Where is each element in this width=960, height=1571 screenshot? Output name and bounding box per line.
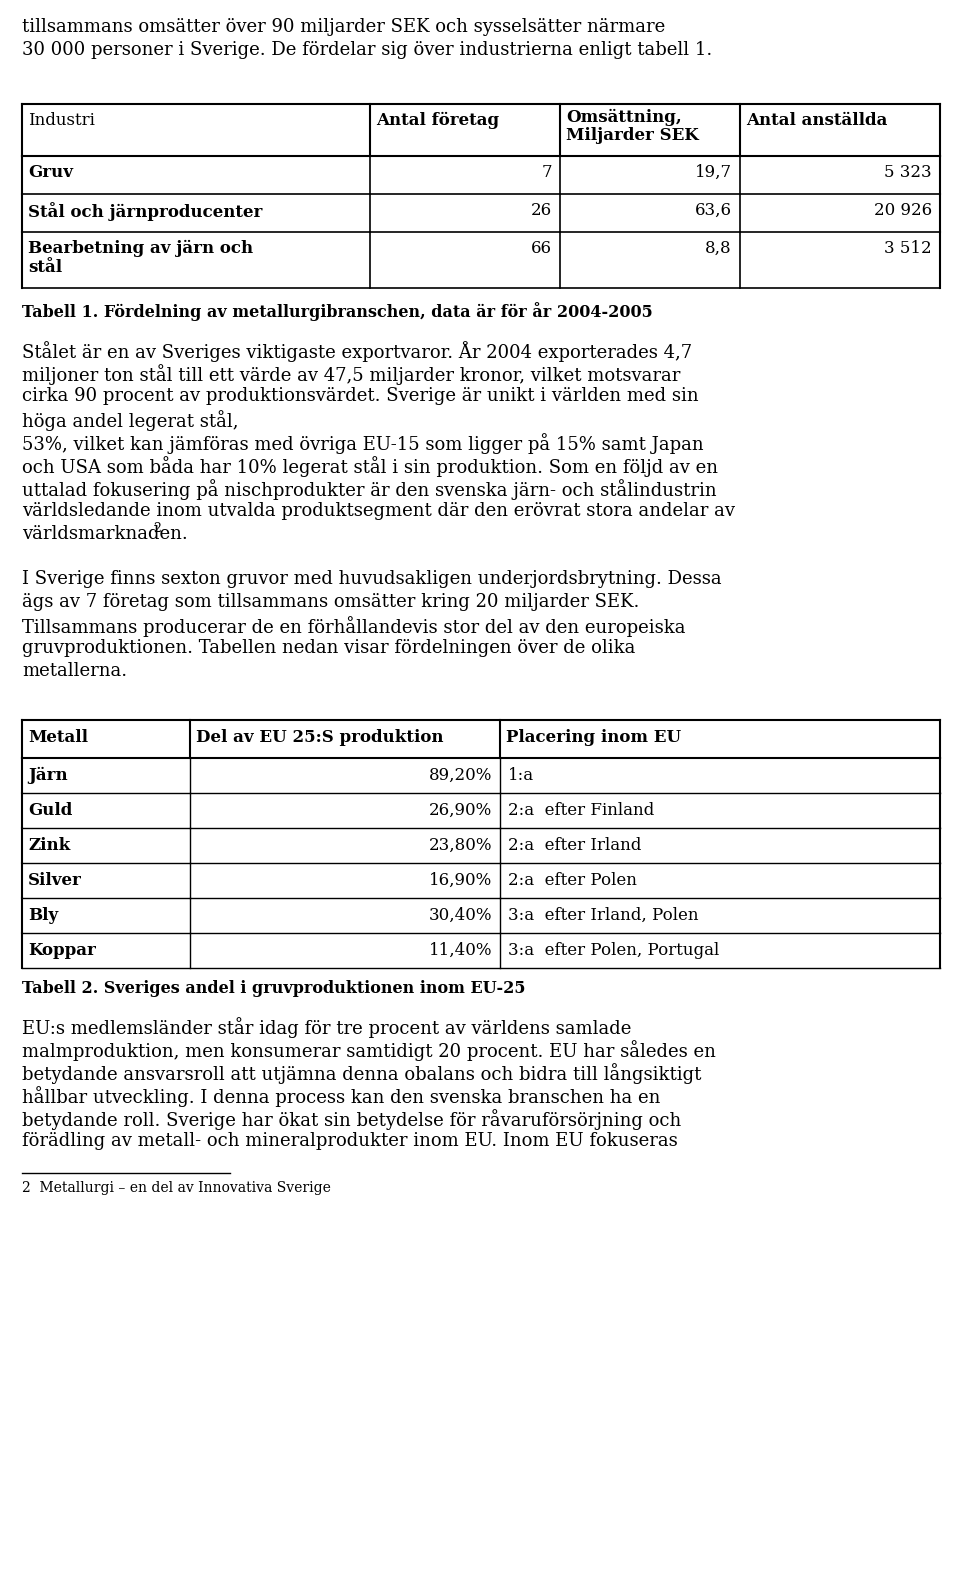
Text: 26,90%: 26,90% — [429, 803, 492, 818]
Text: Bearbetning av järn och: Bearbetning av järn och — [28, 240, 253, 258]
Text: höga andel legerat stål,: höga andel legerat stål, — [22, 410, 238, 430]
Text: Koppar: Koppar — [28, 943, 96, 958]
Text: 3 512: 3 512 — [884, 240, 932, 258]
Text: EU:s medlemsländer står idag för tre procent av världens samlade: EU:s medlemsländer står idag för tre pro… — [22, 1016, 632, 1038]
Text: gruvproduktionen. Tabellen nedan visar fördelningen över de olika: gruvproduktionen. Tabellen nedan visar f… — [22, 639, 636, 657]
Text: 30 000 personer i Sverige. De fördelar sig över industrierna enligt tabell 1.: 30 000 personer i Sverige. De fördelar s… — [22, 41, 712, 60]
Text: 19,7: 19,7 — [695, 163, 732, 181]
Text: förädling av metall- och mineralprodukter inom EU. Inom EU fokuseras: förädling av metall- och mineralprodukte… — [22, 1133, 678, 1150]
Text: cirka 90 procent av produktionsvärdet. Sverige är unikt i världen med sin: cirka 90 procent av produktionsvärdet. S… — [22, 386, 699, 405]
Text: Tabell 2. Sveriges andel i gruvproduktionen inom EU-25: Tabell 2. Sveriges andel i gruvproduktio… — [22, 980, 525, 998]
Text: 2: 2 — [154, 522, 161, 536]
Text: tillsammans omsätter över 90 miljarder SEK och sysselsätter närmare: tillsammans omsätter över 90 miljarder S… — [22, 17, 665, 36]
Text: Metall: Metall — [28, 729, 88, 746]
Text: Järn: Järn — [28, 767, 67, 784]
Text: betydande roll. Sverige har ökat sin betydelse för råvaruförsörjning och: betydande roll. Sverige har ökat sin bet… — [22, 1109, 682, 1130]
Text: 2:a  efter Polen: 2:a efter Polen — [508, 872, 636, 889]
Text: hållbar utveckling. I denna process kan den svenska branschen ha en: hållbar utveckling. I denna process kan … — [22, 1086, 660, 1108]
Text: 63,6: 63,6 — [695, 203, 732, 218]
Text: miljoner ton stål till ett värde av 47,5 miljarder kronor, vilket motsvarar: miljoner ton stål till ett värde av 47,5… — [22, 364, 681, 385]
Text: Antal anställda: Antal anställda — [746, 112, 887, 129]
Text: betydande ansvarsroll att utjämna denna obalans och bidra till långsiktigt: betydande ansvarsroll att utjämna denna … — [22, 1064, 702, 1084]
Text: 8,8: 8,8 — [706, 240, 732, 258]
Text: 26: 26 — [531, 203, 552, 218]
Text: Tillsammans producerar de en förhållandevis stor del av den europeiska: Tillsammans producerar de en förhållande… — [22, 616, 685, 636]
Text: 30,40%: 30,40% — [428, 906, 492, 924]
Text: 2  Metallurgi – en del av Innovativa Sverige: 2 Metallurgi – en del av Innovativa Sver… — [22, 1181, 331, 1196]
Text: Tabell 1. Fördelning av metallurgibranschen, data är för år 2004-2005: Tabell 1. Fördelning av metallurgibransc… — [22, 302, 653, 320]
Text: Miljarder SEK: Miljarder SEK — [566, 127, 699, 145]
Text: Omsättning,: Omsättning, — [566, 108, 682, 126]
Text: Placering inom EU: Placering inom EU — [506, 729, 682, 746]
Text: världsledande inom utvalda produktsegment där den erövrat stora andelar av: världsledande inom utvalda produktsegmen… — [22, 503, 735, 520]
Text: 89,20%: 89,20% — [428, 767, 492, 784]
Text: Antal företag: Antal företag — [376, 112, 499, 129]
Text: stål: stål — [28, 259, 62, 276]
Text: metallerna.: metallerna. — [22, 661, 127, 680]
Text: Bly: Bly — [28, 906, 59, 924]
Text: Del av EU 25:S produktion: Del av EU 25:S produktion — [196, 729, 444, 746]
Text: Gruv: Gruv — [28, 163, 73, 181]
Text: Zink: Zink — [28, 837, 70, 855]
Text: 2:a  efter Irland: 2:a efter Irland — [508, 837, 641, 855]
Text: Stål och järnproducenter: Stål och järnproducenter — [28, 203, 262, 222]
Text: 16,90%: 16,90% — [429, 872, 492, 889]
Text: 3:a  efter Irland, Polen: 3:a efter Irland, Polen — [508, 906, 699, 924]
Text: Guld: Guld — [28, 803, 72, 818]
Text: och USA som båda har 10% legerat stål i sin produktion. Som en följd av en: och USA som båda har 10% legerat stål i … — [22, 456, 718, 478]
Text: 2:a  efter Finland: 2:a efter Finland — [508, 803, 655, 818]
Text: 5 323: 5 323 — [884, 163, 932, 181]
Text: Stålet är en av Sveriges viktigaste exportvaror. År 2004 exporterades 4,7: Stålet är en av Sveriges viktigaste expo… — [22, 341, 692, 361]
Text: 3:a  efter Polen, Portugal: 3:a efter Polen, Portugal — [508, 943, 719, 958]
Text: malmproduktion, men konsumerar samtidigt 20 procent. EU har således en: malmproduktion, men konsumerar samtidigt… — [22, 1040, 716, 1060]
Text: I Sverige finns sexton gruvor med huvudsakligen underjordsbrytning. Dessa: I Sverige finns sexton gruvor med huvuds… — [22, 570, 722, 588]
Text: 23,80%: 23,80% — [428, 837, 492, 855]
Text: 11,40%: 11,40% — [428, 943, 492, 958]
Text: 20 926: 20 926 — [874, 203, 932, 218]
Text: uttalad fokusering på nischprodukter är den svenska järn- och stålindustrin: uttalad fokusering på nischprodukter är … — [22, 479, 716, 500]
Text: Industri: Industri — [28, 112, 95, 129]
Text: ägs av 7 företag som tillsammans omsätter kring 20 miljarder SEK.: ägs av 7 företag som tillsammans omsätte… — [22, 592, 639, 611]
Text: världsmarknaden.: världsmarknaden. — [22, 525, 188, 544]
Text: 66: 66 — [531, 240, 552, 258]
Text: 7: 7 — [541, 163, 552, 181]
Text: Silver: Silver — [28, 872, 82, 889]
Text: 53%, vilket kan jämföras med övriga EU-15 som ligger på 15% samt Japan: 53%, vilket kan jämföras med övriga EU-1… — [22, 434, 704, 454]
Text: 1:a: 1:a — [508, 767, 534, 784]
